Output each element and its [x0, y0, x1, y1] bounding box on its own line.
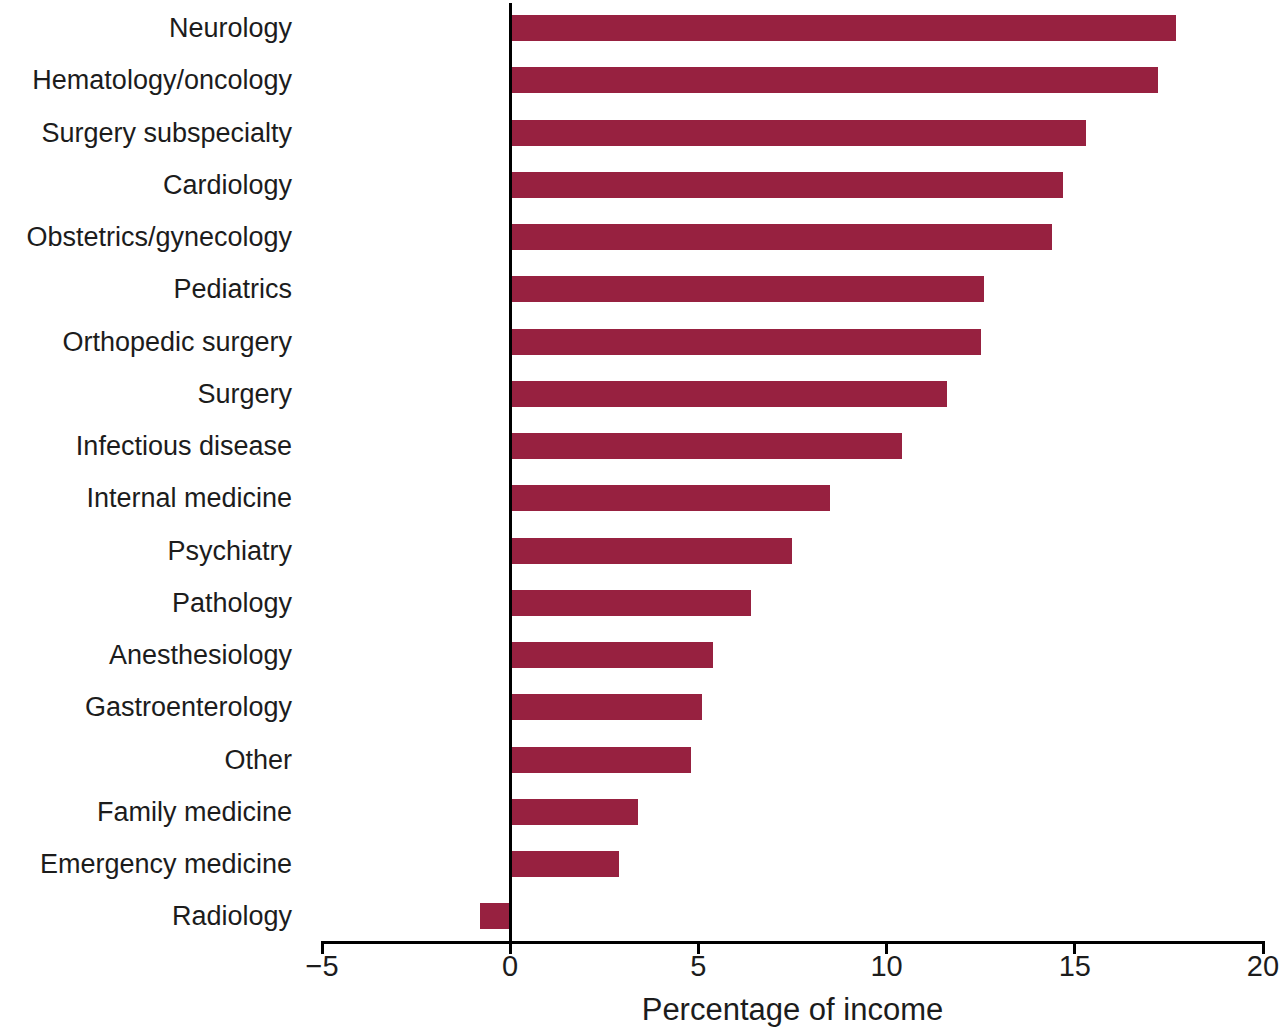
category-label: Hematology/oncology — [0, 67, 292, 94]
bar — [510, 799, 638, 825]
category-label: Internal medicine — [0, 485, 292, 512]
zero-baseline — [509, 3, 512, 943]
bar — [510, 15, 1176, 41]
category-label: Surgery — [0, 380, 292, 407]
bar — [510, 381, 947, 407]
category-label: Neurology — [0, 15, 292, 42]
x-axis-tick-label: 20 — [1223, 952, 1280, 981]
x-axis-tick-label: 0 — [470, 952, 550, 981]
category-label: Other — [0, 746, 292, 773]
bar — [510, 747, 691, 773]
bar — [510, 172, 1063, 198]
bar — [510, 329, 981, 355]
bar — [510, 120, 1086, 146]
x-axis-title: Percentage of income — [322, 994, 1263, 1025]
category-label: Obstetrics/gynecology — [0, 224, 292, 251]
category-label: Emergency medicine — [0, 851, 292, 878]
bar — [510, 485, 830, 511]
category-label: Family medicine — [0, 798, 292, 825]
bar-chart-figure: Neurology Hematology/oncology Surgery subs… — [0, 0, 1280, 1035]
category-label: Cardiology — [0, 171, 292, 198]
x-axis-tick-label: 10 — [847, 952, 927, 981]
category-label: Pathology — [0, 589, 292, 616]
category-label: Psychiatry — [0, 537, 292, 564]
bar — [510, 67, 1157, 93]
bar — [510, 590, 751, 616]
bar — [510, 694, 702, 720]
x-axis-tick-label: −5 — [282, 952, 362, 981]
x-axis-tick-label: 5 — [658, 952, 738, 981]
bar — [510, 224, 1052, 250]
bar — [510, 642, 713, 668]
bar — [510, 851, 619, 877]
bar — [480, 903, 510, 929]
bar — [510, 276, 984, 302]
category-label: Anesthesiology — [0, 642, 292, 669]
category-label: Gastroenterology — [0, 694, 292, 721]
category-label: Orthopedic surgery — [0, 328, 292, 355]
category-label: Pediatrics — [0, 276, 292, 303]
category-label: Surgery subspecialty — [0, 119, 292, 146]
category-label: Infectious disease — [0, 433, 292, 460]
bar — [510, 433, 902, 459]
x-axis-line — [322, 941, 1265, 944]
bar — [510, 538, 792, 564]
x-axis-tick-label: 15 — [1035, 952, 1115, 981]
category-label: Radiology — [0, 903, 292, 930]
